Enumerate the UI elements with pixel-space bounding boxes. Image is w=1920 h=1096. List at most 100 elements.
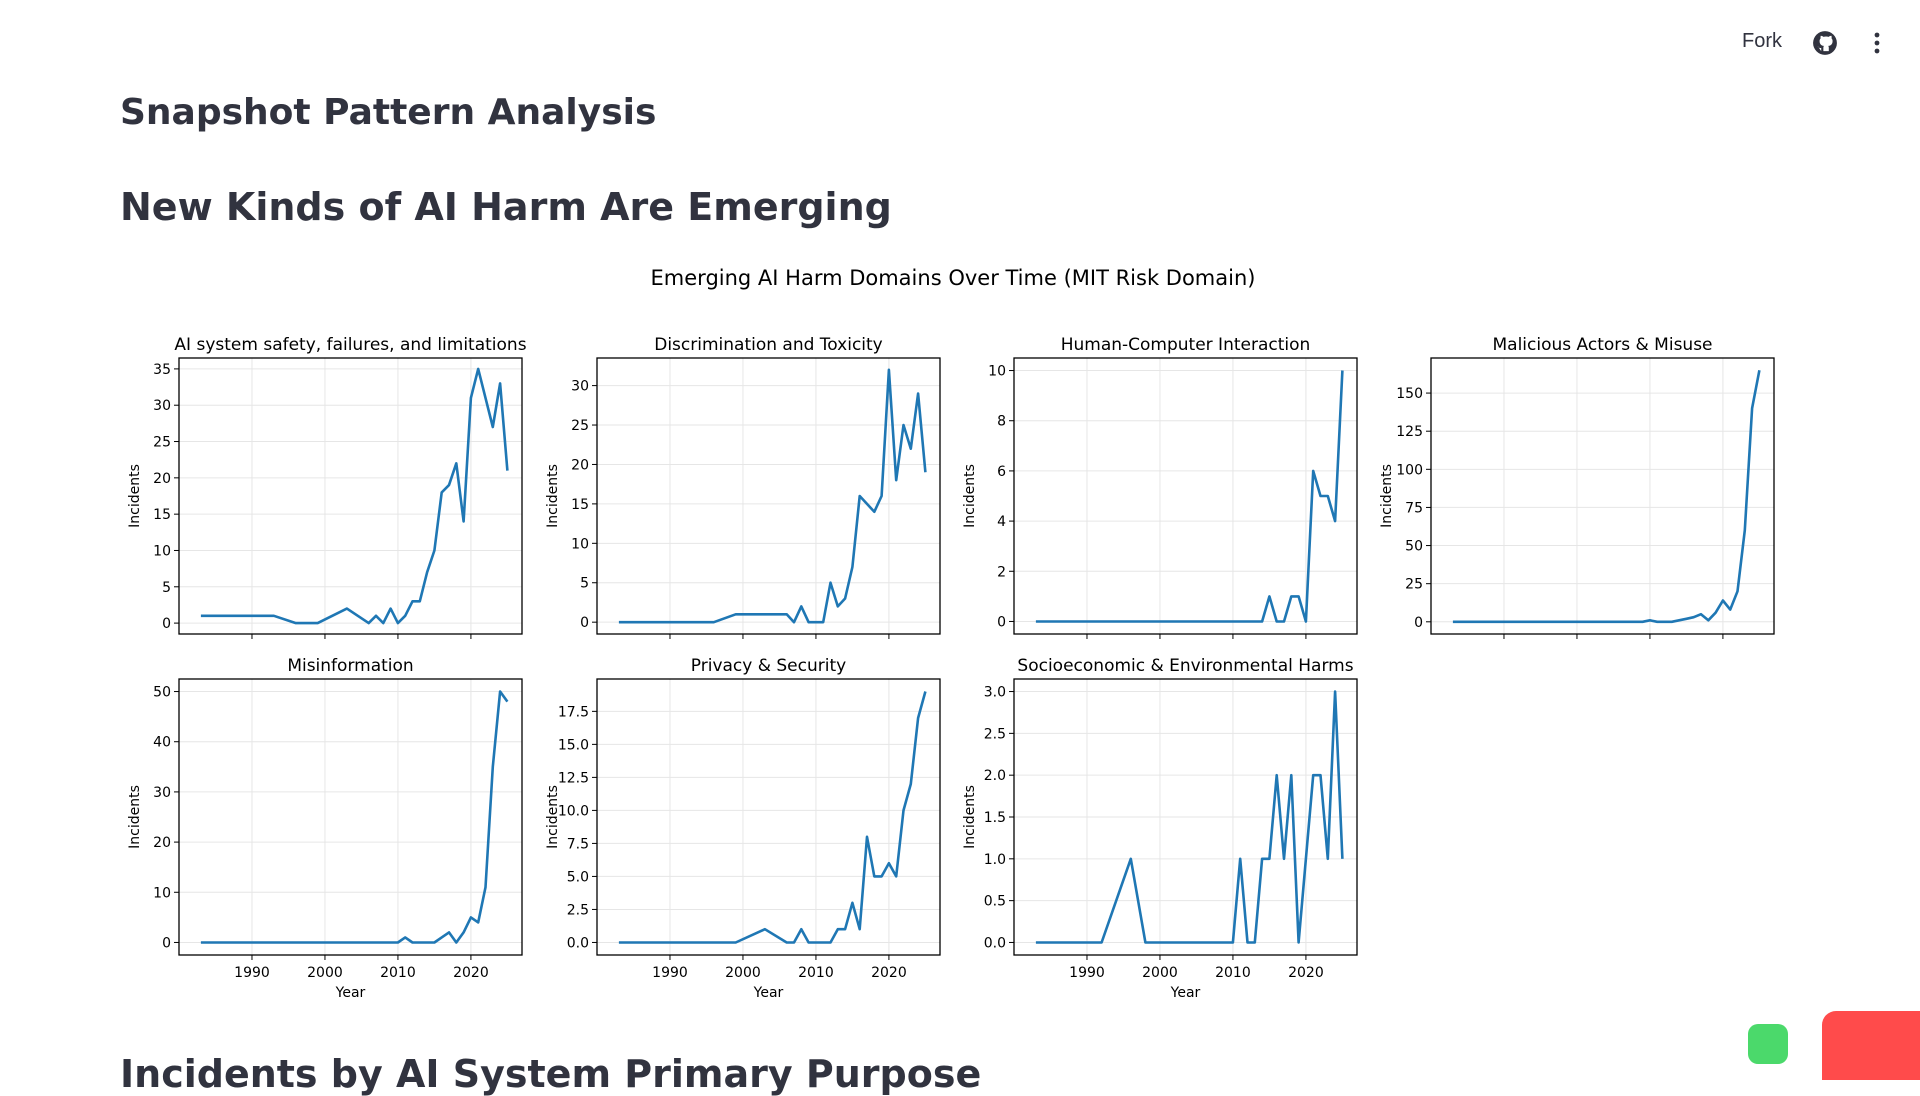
app-badge-icon[interactable]	[1748, 1024, 1788, 1064]
y-tick-label: 5	[580, 576, 589, 592]
subplot-7: 0.0 0.5 1.0 1.5 2.0 2.5 3.0 1990 2000 2010 2020 Soc…	[962, 656, 1358, 1001]
y-tick-label: 1.0	[984, 852, 1006, 868]
fork-button[interactable]: Fork	[1742, 30, 1782, 52]
axes-frame	[178, 357, 523, 635]
y-tick-label: 75	[1405, 500, 1423, 516]
axes-frame	[596, 357, 941, 635]
subplot-title: Misinformation	[287, 656, 413, 676]
y-axis-label: Incidents	[1379, 464, 1395, 528]
x-tick-label: 2010	[380, 965, 416, 981]
x-tick-label: 2020	[871, 965, 907, 981]
x-axis-label: Year	[335, 985, 366, 1001]
y-tick-label: 4	[997, 514, 1006, 530]
series-line	[618, 691, 927, 944]
y-tick-label: 0	[580, 615, 589, 631]
subplot-title: Socioeconomic & Environmental Harms	[1017, 656, 1353, 676]
x-tick-label: 1990	[652, 965, 688, 981]
y-tick-label: 17.5	[558, 704, 589, 720]
y-tick-label: 2.0	[984, 768, 1006, 784]
app-header: Fork	[0, 0, 1920, 90]
y-tick-label: 10	[153, 885, 171, 901]
y-tick-label: 7.5	[567, 836, 589, 852]
y-tick-label: 25	[571, 418, 589, 434]
kebab-menu-icon[interactable]	[1870, 30, 1884, 56]
x-tick-label: 2000	[307, 965, 343, 981]
y-tick-label: 100	[1396, 462, 1423, 478]
y-tick-label: 15	[571, 497, 589, 513]
page-title: Snapshot Pattern Analysis	[120, 92, 657, 133]
x-tick-label: 1990	[1069, 965, 1105, 981]
y-axis-label: Incidents	[545, 785, 561, 849]
subplot-5: 0 10 20 30 40 50 1990 2000 2010 2020 Misinformatio…	[127, 656, 523, 1001]
y-tick-label: 20	[153, 835, 171, 851]
y-tick-label: 6	[997, 464, 1006, 480]
y-tick-label: 150	[1396, 386, 1423, 402]
x-tick-label: 1990	[234, 965, 270, 981]
streamlit-deploy-badge[interactable]	[1822, 1011, 1920, 1080]
y-tick-label: 3.0	[984, 685, 1006, 701]
github-icon[interactable]	[1812, 30, 1838, 56]
y-tick-label: 30	[153, 398, 171, 414]
y-tick-label: 125	[1396, 424, 1423, 440]
x-tick-label: 2000	[1142, 965, 1178, 981]
subplot-title: Malicious Actors & Misuse	[1492, 335, 1712, 355]
y-tick-label: 2.5	[567, 902, 589, 918]
y-tick-label: 5	[162, 580, 171, 596]
y-tick-label: 15	[153, 507, 171, 523]
emerging-harm-domains-chart: Emerging AI Harm Domains Over Time (MIT …	[127, 266, 1775, 1001]
series-line	[200, 367, 509, 625]
y-axis-label: Incidents	[962, 464, 978, 528]
y-axis-label: Incidents	[962, 785, 978, 849]
y-tick-label: 10	[988, 364, 1006, 380]
y-tick-label: 0.0	[984, 935, 1006, 951]
series-line	[200, 690, 509, 944]
axes-frame	[596, 678, 941, 956]
y-tick-label: 30	[571, 379, 589, 395]
y-tick-label: 10	[571, 536, 589, 552]
y-tick-label: 25	[1405, 577, 1423, 593]
subplot-2: 0 5 10 15 20 25 30 Discrimination and Toxicity I…	[545, 335, 941, 639]
next-section-title: Incidents by AI System Primary Purpose	[120, 1052, 982, 1096]
subplot-6: 0.0 2.5 5.0 7.5 10.0 12.5 15.0 17.5 1990 2000 2010…	[545, 656, 941, 1001]
y-tick-label: 40	[153, 735, 171, 751]
subplot-4: 0 25 50 75 100 125 150 Malicious Actors & Misus…	[1379, 335, 1775, 639]
series-line	[1035, 690, 1344, 944]
y-tick-label: 20	[571, 457, 589, 473]
y-tick-label: 50	[1405, 539, 1423, 555]
series-line	[618, 368, 927, 624]
chart-title: Emerging AI Harm Domains Over Time (MIT …	[651, 266, 1256, 290]
y-tick-label: 25	[153, 435, 171, 451]
y-tick-label: 15.0	[558, 737, 589, 753]
subplot-title: Human-Computer Interaction	[1061, 335, 1311, 355]
y-tick-label: 1.5	[984, 810, 1006, 826]
y-tick-label: 20	[153, 471, 171, 487]
x-tick-label: 2010	[798, 965, 834, 981]
series-line	[1035, 370, 1344, 623]
axes-frame	[178, 678, 523, 956]
x-tick-label: 2010	[1215, 965, 1251, 981]
axes-frame	[1430, 357, 1775, 635]
y-tick-label: 0	[1414, 615, 1423, 631]
y-tick-label: 10	[153, 543, 171, 559]
y-tick-label: 0	[162, 935, 171, 951]
section-title: New Kinds of AI Harm Are Emerging	[120, 185, 892, 229]
y-tick-label: 8	[997, 414, 1006, 430]
y-tick-label: 0	[162, 616, 171, 632]
subplot-title: AI system safety, failures, and limitati…	[174, 335, 526, 355]
y-tick-label: 5.0	[567, 869, 589, 885]
y-tick-label: 12.5	[558, 770, 589, 786]
y-tick-label: 50	[153, 685, 171, 701]
y-tick-label: 0	[997, 614, 1006, 630]
y-axis-label: Incidents	[127, 464, 143, 528]
subplot-title: Discrimination and Toxicity	[654, 335, 883, 355]
x-tick-label: 2020	[1288, 965, 1324, 981]
y-tick-label: 2	[997, 564, 1006, 580]
y-tick-label: 10.0	[558, 803, 589, 819]
x-axis-label: Year	[753, 985, 784, 1001]
y-axis-label: Incidents	[545, 464, 561, 528]
x-axis-label: Year	[1170, 985, 1201, 1001]
x-tick-label: 2000	[725, 965, 761, 981]
y-axis-label: Incidents	[127, 785, 143, 849]
y-tick-label: 2.5	[984, 726, 1006, 742]
